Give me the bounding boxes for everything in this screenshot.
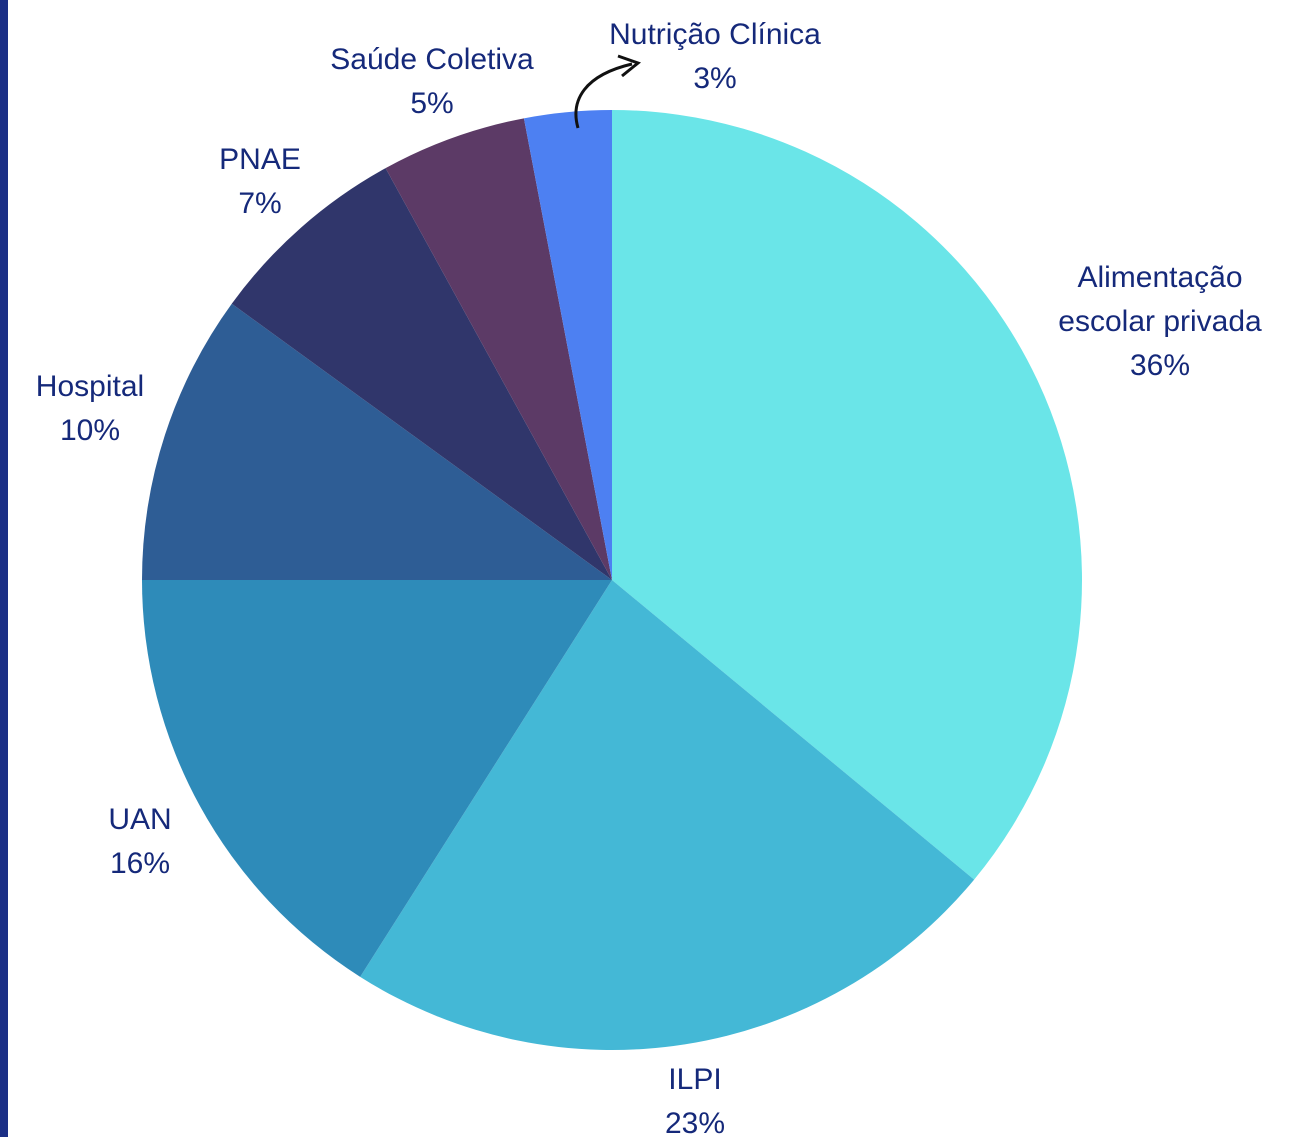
slice-label: Hospital 10% (36, 365, 144, 453)
category-name: Alimentação escolar privada (1058, 261, 1262, 338)
side-stripe (0, 0, 8, 1137)
pie-slice (385, 118, 612, 581)
pie-slice (360, 580, 975, 1050)
category-name: ILPI (668, 1063, 722, 1096)
slice-label: Saúde Coletiva 5% (330, 38, 533, 126)
slice-label: ILPI 23% (665, 1058, 725, 1137)
category-name: Hospital (35, 370, 145, 403)
value-label: 16% (109, 847, 171, 880)
value-label: 3% (693, 62, 737, 95)
callout-arrowhead (617, 54, 642, 78)
value-label: 5% (410, 87, 454, 120)
pie-slice (231, 168, 612, 580)
slice-label: UAN 16% (108, 798, 171, 886)
pie-slice (142, 303, 612, 580)
value-label: 7% (238, 187, 282, 220)
pie-slice (612, 110, 1082, 880)
category-name: UAN (108, 803, 172, 836)
slice-label: PNAE 7% (219, 138, 301, 226)
slice-label: Alimentação escolar privada 36% (1030, 256, 1290, 388)
pie-slice (523, 110, 612, 580)
slice-label: Nutrição Clínica 3% (609, 13, 821, 101)
callout-arrow (574, 62, 633, 129)
category-name: PNAE (219, 143, 301, 176)
pie-slice (142, 580, 612, 977)
category-name: Saúde Coletiva (330, 43, 534, 76)
value-label: 36% (1129, 349, 1191, 382)
value-label: 10% (59, 414, 121, 447)
category-name: Nutrição Clínica (609, 18, 821, 51)
value-label: 23% (664, 1107, 726, 1137)
